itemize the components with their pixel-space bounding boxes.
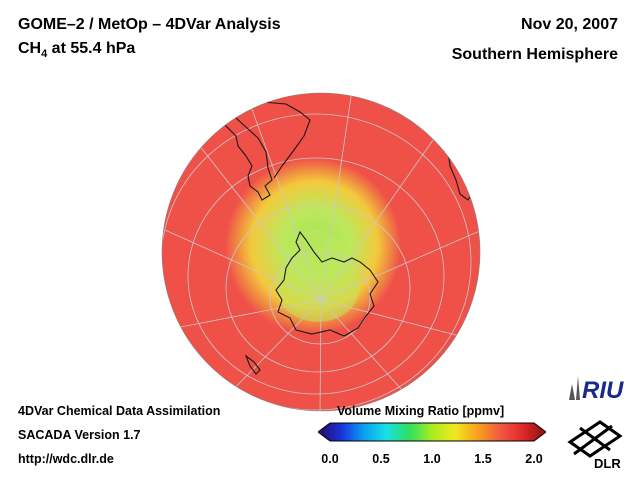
colorbar-tick-label: 1.0 <box>423 452 441 466</box>
meridian <box>194 139 322 301</box>
colorbar-bar <box>318 422 546 442</box>
footer-line-2: SACADA Version 1.7 <box>18 428 141 442</box>
riu-logo: RIU <box>569 376 624 404</box>
dlr-logo-text: DLR <box>594 456 621 471</box>
colorbar <box>318 422 546 442</box>
meridian <box>319 299 322 411</box>
title-line-1: GOME–2 / MetOp – 4DVar Analysis <box>18 16 281 33</box>
riu-logo-text: RIU <box>582 377 624 404</box>
latitude-circle <box>187 157 445 395</box>
level-label: at 55.4 hPa <box>47 40 136 57</box>
colorbar-tick-label: 0.0 <box>321 452 339 466</box>
latitude-circle <box>225 203 411 373</box>
colorbar-tick-label: 2.0 <box>525 452 543 466</box>
globe-outline <box>161 92 481 412</box>
date-label: Nov 20, 2007 <box>521 16 618 33</box>
colorbar-tick-label: 0.5 <box>372 452 390 466</box>
meridian <box>244 93 322 301</box>
south-america-east-coast <box>261 101 311 179</box>
region-label: Southern Hemisphere <box>451 46 618 63</box>
colorbar-title: Volume Mixing Ratio [ppmv] <box>337 404 505 418</box>
meridian <box>164 299 322 331</box>
dlr-logo: DLR <box>567 420 623 471</box>
low-ch4-core <box>276 250 360 322</box>
meridian <box>320 229 480 301</box>
colorbar-tick-label: 1.5 <box>474 452 492 466</box>
ch4-field <box>162 93 480 411</box>
australia-coast <box>429 363 477 401</box>
graticule <box>162 93 480 411</box>
meridian <box>320 93 353 301</box>
footer-line-1: 4DVar Chemical Data Assimilation <box>18 404 221 418</box>
species-label: CH <box>18 40 42 57</box>
low-ch4-lobe <box>290 230 342 270</box>
latitude-circle <box>269 251 371 345</box>
latitude-circle <box>162 113 472 411</box>
dlr-emblem <box>567 420 623 458</box>
riu-logo-mark <box>569 376 580 400</box>
footer-url: http://wdc.dlr.de <box>18 452 114 466</box>
south-america-coast <box>211 95 273 201</box>
meridian <box>164 229 322 301</box>
new-zealand <box>244 354 261 375</box>
meridian <box>320 129 441 301</box>
meridian <box>320 299 476 341</box>
species-subscript: 4 <box>41 48 48 61</box>
antarctica-coast <box>275 230 379 337</box>
title-line-2: CH4 at 55.4 hPa <box>18 40 135 60</box>
